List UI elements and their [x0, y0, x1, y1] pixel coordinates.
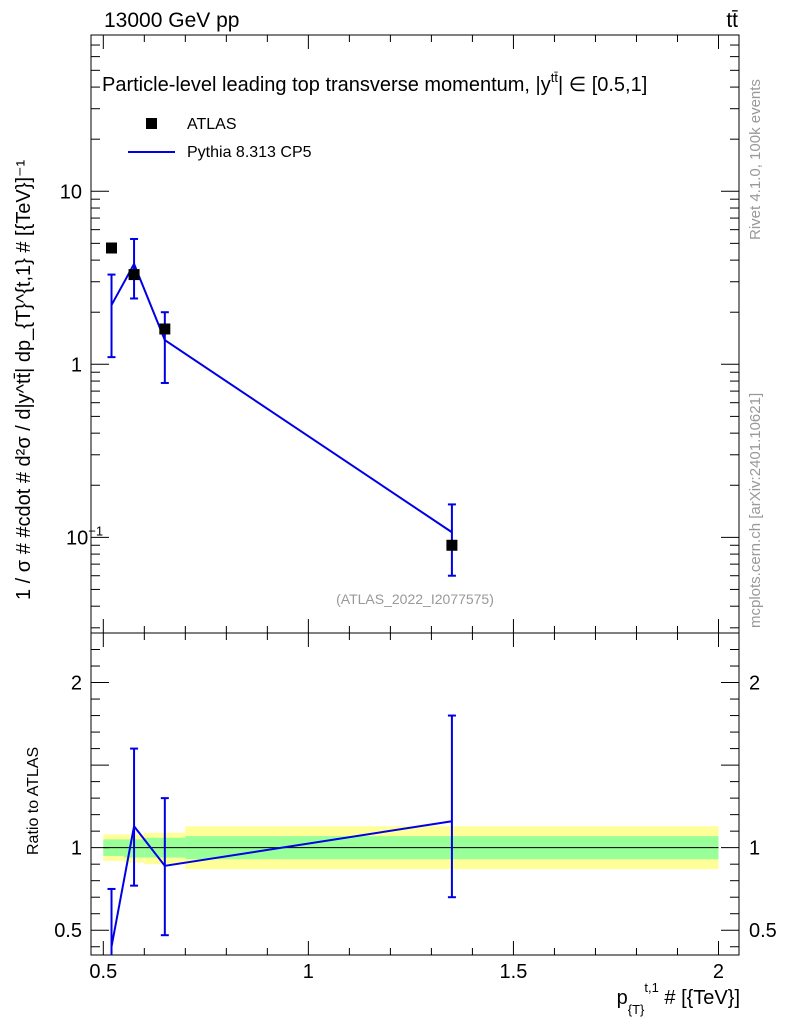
rivet-version-label: Rivet 4.1.0, 100k events	[747, 79, 764, 240]
ratio-mc-line	[110, 820, 453, 947]
energy-label: 13000 GeV pp	[104, 9, 239, 32]
ratio-y-axis-label: Ratio to ATLAS	[25, 747, 42, 855]
legend-atlas-label: ATLAS	[187, 116, 237, 133]
x-tick-label: 1	[303, 961, 314, 983]
ratio-y-tick-label-right: 1	[749, 838, 760, 860]
analysis-watermark: (ATLAS_2022_I2077575)	[336, 591, 494, 607]
mcplots-site-label: mcplots.cern.ch [arXiv:2401.10621]	[747, 393, 764, 628]
legend: ATLAS Pythia 8.313 CP5	[128, 116, 312, 161]
ratio-y-tick-label: 0.5	[54, 920, 82, 942]
ratio-y-tick-label-right: 2	[749, 673, 760, 695]
x-axis-label: p{T}t,1 # [{TeV}]	[617, 980, 740, 1017]
ratio-y-tick-label: 1	[71, 838, 82, 860]
atlas-data-point	[446, 539, 458, 551]
ratio-y-tick-label-right: 0.5	[749, 920, 777, 942]
ratio-y-tick-labels: 0.5 0.5 1 1 2 2	[54, 673, 777, 943]
main-y-tick-labels: 10 1 10−1	[60, 181, 103, 549]
main-panel: 10 1 10−1 Particle-level leading top trans…	[13, 34, 740, 634]
legend-atlas-marker	[146, 118, 157, 129]
ratio-axis-ticks	[91, 633, 739, 955]
main-y-tick-label: 1	[71, 354, 82, 376]
x-tick-labels: 0.5 1 1.5 2	[89, 961, 724, 983]
x-tick-label: 2	[713, 961, 724, 983]
atlas-data-point	[128, 269, 140, 281]
main-mc-error-bars	[107, 237, 456, 577]
main-y-tick-label: 10−1	[66, 523, 103, 549]
main-axis-ticks	[91, 34, 739, 633]
ratio-frame	[90, 632, 740, 956]
x-tick-label: 1.5	[500, 961, 528, 983]
ratio-panel: 0.5 0.5 1 1 2 2 0.5 1 1.5 2 Ratio to ATLAS p{T}t…	[25, 632, 777, 1017]
x-tick-label: 0.5	[89, 961, 117, 983]
ratio-y-tick-label: 2	[71, 673, 82, 695]
atlas-data-point	[159, 323, 171, 335]
chart-title: Particle-level leading top transverse mo…	[102, 70, 647, 96]
atlas-data-point	[106, 242, 118, 254]
main-y-axis-label: 1 / σ # #cdot # d²σ / d|y^tt̄| dp_{T}^{t…	[13, 159, 35, 600]
main-y-tick-label: 10	[60, 181, 82, 203]
legend-pythia-label: Pythia 8.313 CP5	[187, 144, 312, 161]
main-mc-line	[110, 261, 453, 534]
main-data-markers	[106, 242, 458, 551]
process-label: tt̄	[726, 9, 738, 32]
